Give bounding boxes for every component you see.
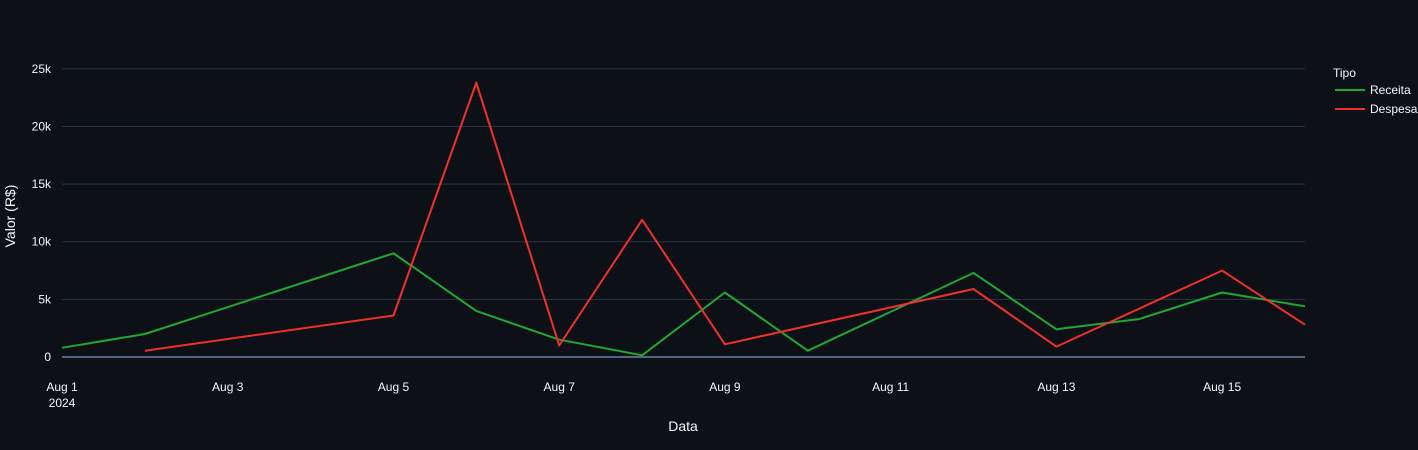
- x-tick-label: Aug 7: [544, 380, 576, 394]
- y-tick-label: 10k: [32, 235, 52, 249]
- x-tick-label: Aug 15: [1203, 380, 1241, 394]
- x-axis-title: Data: [668, 418, 698, 434]
- series-line-despesa: [144, 81, 1306, 352]
- y-axis-ticks: 0 5k 10k 15k 20k 25k: [32, 62, 52, 364]
- x-tick-label: Aug 9: [709, 380, 741, 394]
- legend-label-receita[interactable]: Receita: [1370, 83, 1411, 97]
- x-tick-label: Aug 13: [1037, 380, 1075, 394]
- grid-lines: [62, 68, 1305, 359]
- series-line-receita: [61, 252, 1306, 357]
- x-tick-label: Aug 1: [46, 380, 78, 394]
- y-tick-label: 0: [44, 350, 51, 364]
- x-tick-label: Aug 11: [872, 380, 909, 394]
- y-axis-title: Valor (R$): [2, 185, 18, 248]
- x-tick-label: Aug 3: [212, 380, 244, 394]
- y-tick-label: 25k: [32, 62, 52, 76]
- legend: Tipo Receita Despesa: [1333, 66, 1418, 116]
- x-tick-label: Aug 5: [378, 380, 410, 394]
- y-tick-label: 15k: [32, 177, 52, 191]
- x-tick-sublabel: 2024: [49, 396, 76, 410]
- y-tick-label: 20k: [32, 119, 52, 133]
- y-tick-label: 5k: [38, 292, 52, 306]
- legend-label-despesa[interactable]: Despesa: [1370, 102, 1418, 116]
- legend-title: Tipo: [1333, 66, 1356, 80]
- x-axis-ticks: Aug 1 2024 Aug 3 Aug 5 Aug 7 Aug 9 Aug 11 Aug 1…: [46, 380, 1241, 410]
- data-series: [61, 81, 1306, 357]
